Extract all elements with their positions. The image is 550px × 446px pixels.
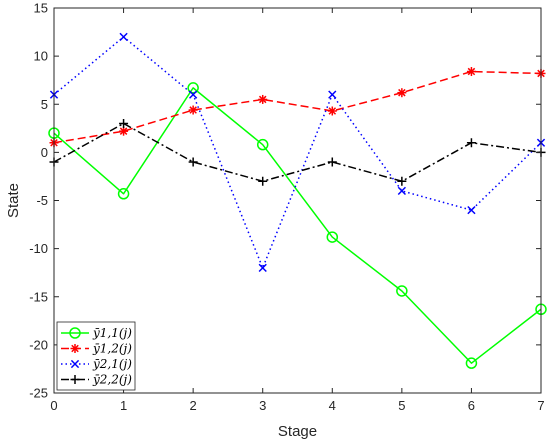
series-3-point-1-stroke-b	[119, 32, 128, 42]
series-1-point-4	[326, 231, 339, 243]
legend-marker-4	[70, 375, 80, 384]
series-3-point-5-stroke-b	[397, 186, 406, 196]
series-3-point-3	[258, 263, 267, 273]
y-tick-label-5: 0	[41, 145, 48, 160]
series-3-point-2-stroke-b	[189, 90, 198, 99]
y-tick-label-2: -15	[29, 289, 48, 304]
x-tick-label-1: 1	[120, 398, 127, 413]
series-2-point-5	[397, 88, 407, 98]
series-line-4	[53, 122, 542, 182]
series-1-point-3-shape	[256, 138, 269, 151]
series-3-point-3-stroke-b	[258, 263, 267, 273]
y-tick-label-8: 15	[34, 1, 48, 16]
series-1-point-2-shape	[187, 82, 199, 94]
x-tick-label-4: 4	[329, 398, 336, 413]
axes: 0 1 2 3 4 5 6 7 -25 -20 -15 -10 -5 0 5 10 15 Stage State	[5, 1, 545, 441]
series-1-point-5	[396, 285, 408, 297]
series-1-point-1	[117, 188, 130, 200]
series-line-1	[53, 87, 542, 364]
series-2-point-2-stroke-d	[189, 106, 197, 114]
x-tick-label-0: 0	[50, 398, 57, 413]
series-3-point-6-stroke-b	[467, 205, 476, 215]
series-3-point-1	[119, 32, 128, 42]
series-3-point-5	[397, 186, 406, 196]
series-4-point-3	[258, 176, 268, 186]
series-1-point-3	[256, 138, 269, 151]
y-tick-label-6: 5	[41, 97, 48, 112]
x-tick-label-7: 7	[537, 398, 544, 413]
series-4-point-4	[327, 157, 337, 167]
series-3-point-2	[189, 90, 198, 99]
legend-marker-1-shape	[69, 327, 81, 339]
series-2-point-4-stroke-d	[328, 107, 337, 115]
series-1-point-2	[187, 82, 199, 94]
y-axis-label: State	[5, 183, 22, 218]
x-tick-label-3: 3	[259, 398, 266, 413]
series-4-point-2	[188, 157, 198, 167]
y-tick-label-7: 10	[34, 49, 48, 64]
y-tick-label-0: -25	[29, 386, 48, 401]
series-2-point-5-stroke-d	[398, 88, 406, 97]
legend-marker-3	[70, 359, 80, 369]
series-2-point-1	[119, 126, 129, 136]
series-1-point-4-shape	[326, 231, 339, 243]
series-2-point-3-stroke-d	[258, 95, 267, 104]
series-2-point-3	[258, 94, 268, 104]
x-tick-label-2: 2	[190, 398, 197, 413]
x-tick-label-5: 5	[398, 398, 405, 413]
series-2-point-6	[466, 67, 476, 77]
legend-label-2: ȳ1,2(j)	[92, 342, 132, 356]
series-2-point-6-stroke-d	[467, 67, 476, 76]
series-4-point-6	[466, 138, 476, 148]
legend: ȳ1,1(j) ȳ1,2(j)ȳ2,1(j) ȳ2,2(j)	[56, 321, 136, 391]
legend-marker-3-stroke-b	[70, 359, 80, 369]
y-tick-label-4: -5	[36, 193, 48, 208]
series-2-point-1-stroke-d	[119, 127, 128, 135]
legend-marker-1	[69, 327, 81, 339]
legend-label-4: ȳ2,2(j)	[92, 373, 132, 387]
series-1-point-6	[465, 357, 478, 369]
series-4-point-5	[397, 176, 407, 186]
series-2-point-4	[327, 106, 337, 116]
legend-marker-2	[70, 344, 80, 353]
y-tick-label-3: -10	[29, 241, 48, 256]
x-tick-label-6: 6	[468, 398, 475, 413]
series-1-point-1-shape	[117, 188, 130, 200]
x-axis-label: Stage	[278, 423, 317, 440]
series-3-point-4	[328, 90, 337, 99]
y-tick-label-1: -20	[29, 337, 48, 352]
legend-marker-2-stroke-d	[71, 344, 79, 353]
series-2-point-2	[188, 105, 198, 115]
series-3-point-6	[467, 205, 476, 215]
series-1-point-6-shape	[465, 357, 478, 369]
legend-label-3: ȳ2,1(j)	[92, 357, 132, 371]
series-1-point-5-shape	[396, 285, 408, 297]
series-3-point-4-stroke-b	[328, 90, 337, 99]
series-4-point-1	[119, 119, 129, 128]
legend-label-1: ȳ1,1(j)	[92, 326, 132, 340]
